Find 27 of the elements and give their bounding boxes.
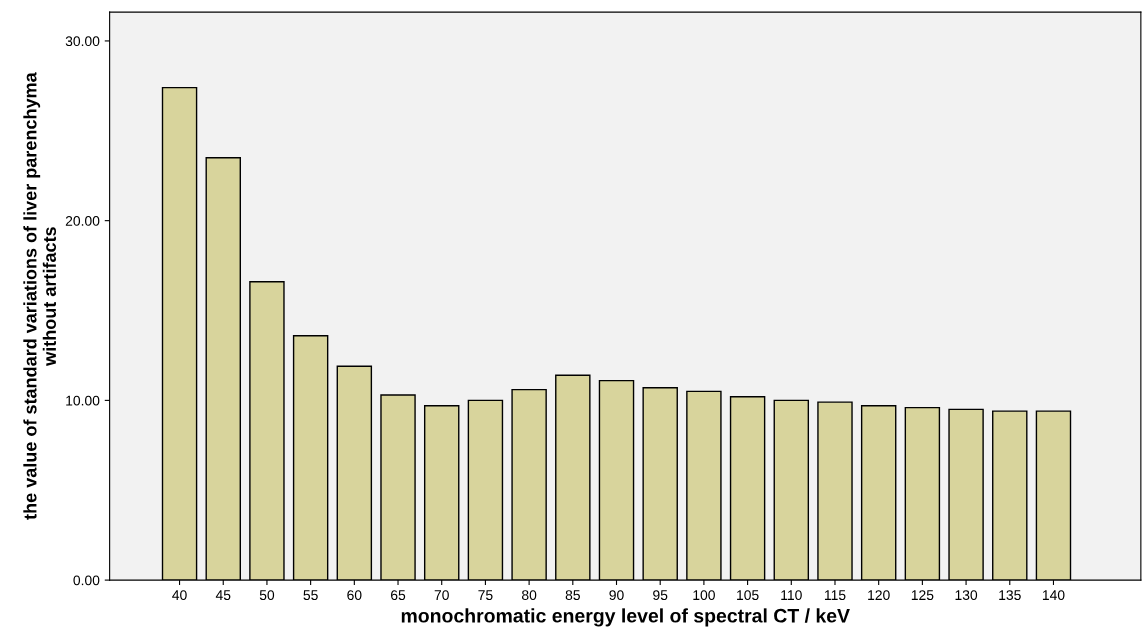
y-tick-label: 0.00	[73, 575, 100, 586]
x-axis-title: monochromatic energy level of spectral CT / keV	[401, 608, 850, 627]
x-tick-label: 80	[521, 590, 537, 601]
x-tick-label: 90	[609, 590, 624, 601]
x-tick-label: 95	[653, 590, 668, 601]
x-tick-label: 50	[259, 590, 275, 601]
x-tick-label: 125	[911, 590, 934, 601]
y-tick-label: 10.00	[66, 395, 100, 406]
x-tick-label: 55	[303, 590, 318, 601]
x-tick-label: 75	[478, 590, 493, 601]
x-tick-label: 110	[781, 590, 802, 601]
y-axis-title: the value of standard variations of liver parenchyma without artifacts	[23, 72, 57, 520]
x-tick-label: 60	[347, 590, 362, 601]
y-tick-label: 20.00	[65, 215, 100, 226]
x-tick-label: 105	[737, 590, 759, 601]
x-tick-label: 120	[868, 590, 890, 601]
x-tick-label: 40	[172, 590, 187, 601]
x-tick-label: 65	[391, 590, 406, 601]
y-tick-label: 30.00	[65, 36, 100, 47]
x-tick-label: 135	[999, 590, 1021, 601]
x-tick-label: 130	[955, 590, 978, 601]
x-tick-label: 100	[693, 590, 715, 601]
x-tick-label: 115	[824, 590, 846, 601]
x-tick-label: 85	[565, 590, 580, 601]
x-tick-label: 140	[1042, 590, 1065, 601]
x-tick-label: 45	[215, 590, 231, 601]
x-tick-label: 70	[434, 590, 449, 601]
